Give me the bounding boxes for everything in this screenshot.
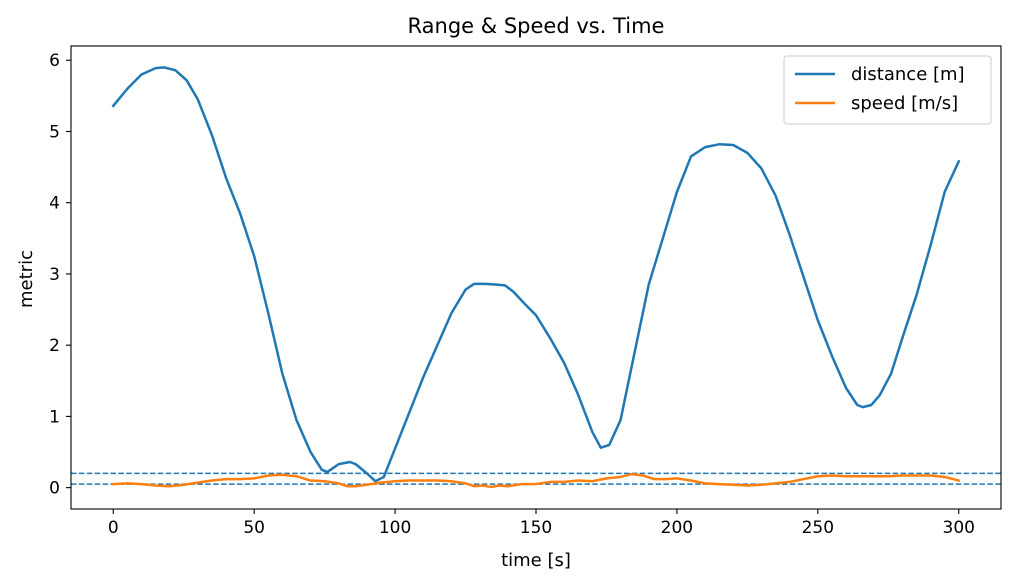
legend-box (783, 55, 992, 125)
x-axis-label: time [s] (501, 550, 571, 571)
y-tick-label: 2 (49, 336, 60, 356)
y-tick-label: 0 (49, 479, 60, 499)
series-line-distance-m (111, 66, 961, 483)
legend-label: speed [m/s] (851, 93, 958, 114)
legend-label: distance [m] (851, 64, 965, 85)
y-tick-label: 6 (49, 51, 60, 71)
x-tick-label: 0 (108, 518, 119, 538)
x-tick-label: 250 (802, 518, 834, 538)
y-tick-label: 5 (49, 122, 60, 142)
y-tick-label: 1 (49, 407, 60, 427)
y-axis-label: metric (16, 250, 37, 308)
y-tick-label: 4 (49, 194, 60, 214)
x-tick-label: 100 (379, 518, 411, 538)
chart-title: Range & Speed vs. Time (408, 14, 665, 38)
legend: distance [m] speed [m/s] (783, 55, 992, 125)
x-tick-label: 200 (661, 518, 693, 538)
x-tick-label: 150 (520, 518, 552, 538)
series-line-speed-m-s (111, 472, 961, 489)
plot-area: 0 50 100 150 200 250 300 0 1 2 3 4 5 6 (49, 45, 1002, 538)
y-tick-label: 3 (49, 265, 60, 285)
x-tick-label: 300 (943, 518, 975, 538)
x-tick-label: 50 (243, 518, 265, 538)
